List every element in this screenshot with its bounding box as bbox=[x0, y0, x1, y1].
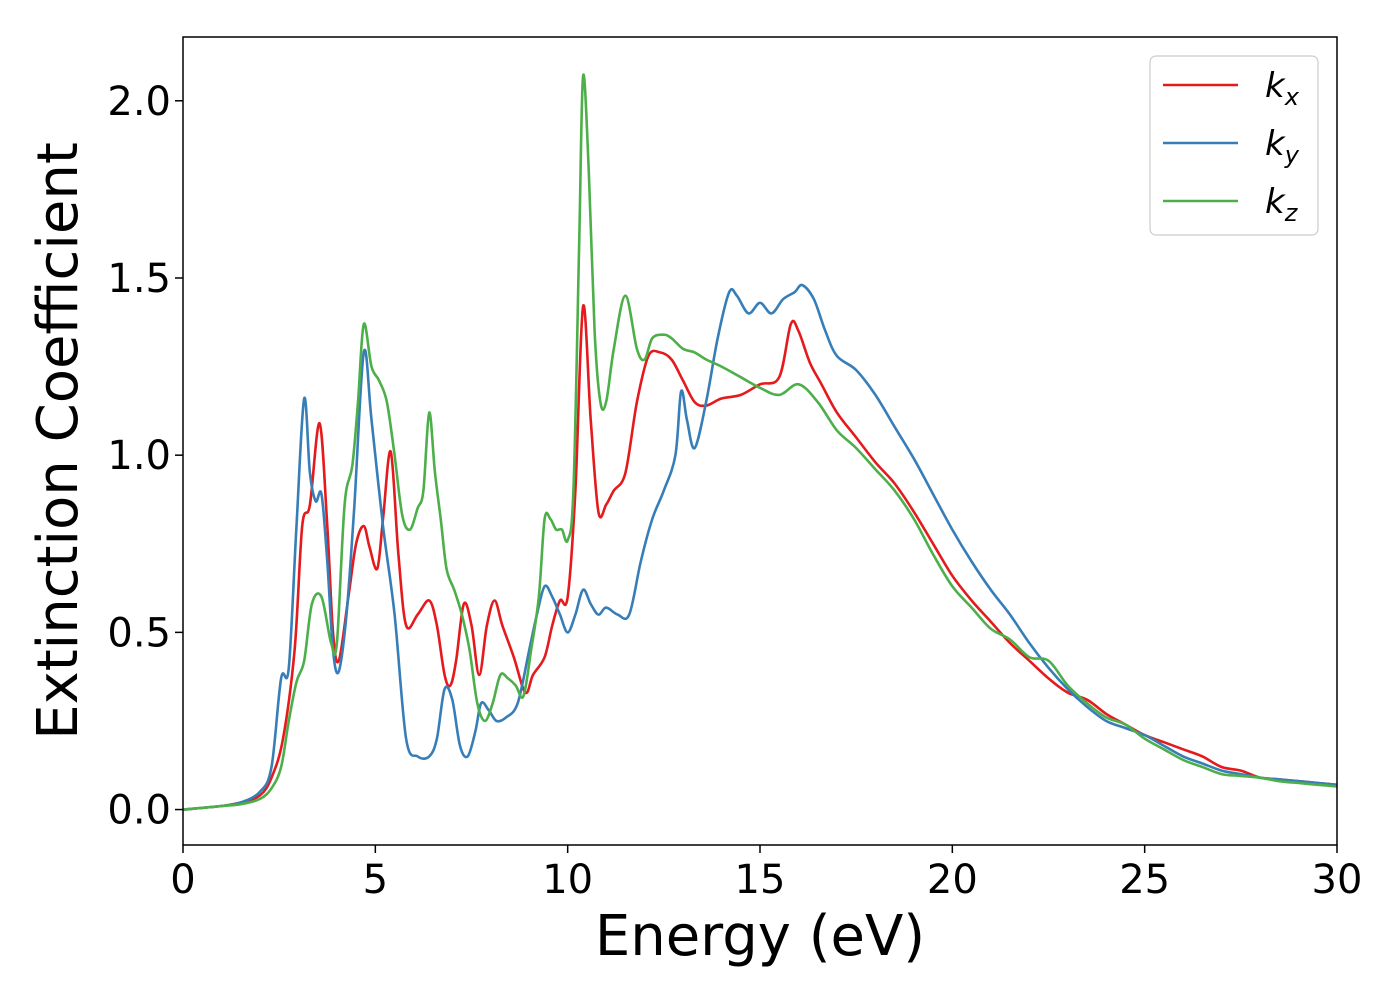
legend-label-kx: kx bbox=[1265, 66, 1300, 111]
x-tick-label: 15 bbox=[735, 857, 786, 903]
x-tick-label: 0 bbox=[170, 857, 195, 903]
x-axis-title: Energy (eV) bbox=[595, 904, 925, 969]
ticks-layer: 0 5 10 15 20 25 30 0.0 0.5 1.0 1.5 2.0 bbox=[107, 79, 1362, 903]
y-tick-label: 0.0 bbox=[107, 788, 171, 834]
y-tick-label: 2.0 bbox=[107, 79, 171, 125]
x-tick-label: 30 bbox=[1312, 857, 1363, 903]
series-line-kz bbox=[182, 73, 1338, 811]
legend-box bbox=[1149, 55, 1319, 236]
x-tick-label: 10 bbox=[542, 857, 593, 903]
x-tick-label: 20 bbox=[927, 857, 978, 903]
series-layer bbox=[182, 73, 1338, 811]
y-axis-title: Extinction Coefficient bbox=[26, 142, 91, 740]
y-tick-label: 1.5 bbox=[107, 256, 171, 302]
y-tick-label: 1.0 bbox=[107, 433, 171, 479]
x-tick-label: 5 bbox=[363, 857, 388, 903]
series-line-ky bbox=[182, 283, 1338, 811]
x-tick-label: 25 bbox=[1119, 857, 1170, 903]
y-tick-label: 0.5 bbox=[107, 610, 171, 656]
series-line-kx bbox=[182, 304, 1338, 811]
